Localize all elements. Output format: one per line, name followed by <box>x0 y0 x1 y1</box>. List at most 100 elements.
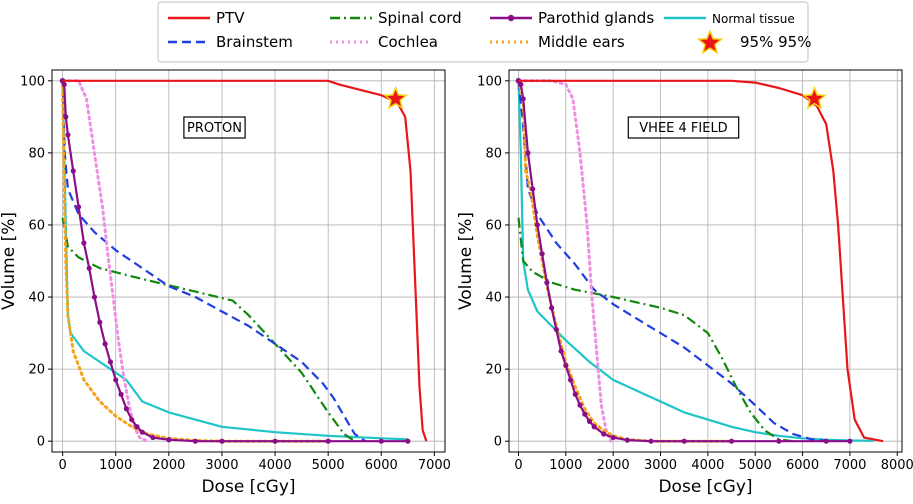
x-tick-label: 4000 <box>259 458 292 473</box>
series-line-ptv <box>62 79 428 442</box>
legend: PTV Spinal cord Parothid glands Normal tiss… <box>157 1 811 63</box>
y-axis-label: Volume [%] <box>456 212 476 310</box>
series-point-parotid <box>325 438 331 444</box>
series-line-spinal <box>61 217 356 443</box>
series-point-parotid <box>549 305 555 311</box>
x-tick-label: 6000 <box>365 458 398 473</box>
series-point-parotid <box>134 424 140 430</box>
legend-label-middle: Middle ears <box>538 33 625 51</box>
series-point-parotid <box>553 326 559 333</box>
grid <box>52 70 445 452</box>
series-point-parotid <box>558 348 564 354</box>
x-tick-label: 2000 <box>597 458 630 473</box>
series-point-parotid <box>107 359 114 365</box>
y-axis-label: Volume [%] <box>0 212 19 310</box>
y-tick-label: 0 <box>37 435 45 450</box>
series-point-parotid <box>65 132 71 138</box>
series-line-cochlea <box>517 79 613 443</box>
y-tick-label: 60 <box>28 218 45 233</box>
series-line-ptv <box>518 79 884 443</box>
y-tick-label: 100 <box>20 74 45 89</box>
y-tick-label: 100 <box>477 74 502 89</box>
x-tick-label: 0 <box>514 458 522 473</box>
x-tick-label: 6000 <box>786 458 819 473</box>
legend-item-star: 95% 95% <box>696 28 811 55</box>
x-tick-label: 3000 <box>644 458 677 473</box>
tick-labels: 0 1000 2000 3000 4000 5000 6000 7000 8000 0 20 40 60… <box>477 74 913 473</box>
series-point-parotid <box>61 81 67 88</box>
series-point-parotid <box>648 438 654 444</box>
star-marker-icon <box>801 85 827 110</box>
series-point-parotid <box>518 81 524 88</box>
legend-item-ptv: PTV <box>168 9 245 27</box>
tick-labels: 0 1000 2000 3000 4000 5000 6000 7000 0 20 40 60 80 10… <box>20 74 451 473</box>
legend-label-star: 95% 95% <box>740 33 811 51</box>
series-point-parotid <box>118 391 124 397</box>
x-tick-label: 1000 <box>549 458 582 473</box>
annotation-text: PROTON <box>187 121 242 136</box>
series-point-parotid <box>601 431 607 437</box>
y-tick-label: 60 <box>485 218 502 233</box>
x-axis-label: Dose [cGy] <box>201 477 295 497</box>
annotation-text: VHEE 4 FIELD <box>639 121 727 136</box>
legend-frame <box>157 1 809 63</box>
legend-item-brainstem: Brainstem <box>168 33 293 51</box>
series-point-parotid <box>139 429 145 435</box>
series-point-parotid <box>378 438 384 444</box>
series-line-brainstem <box>61 80 366 443</box>
legend-label-normal: Normal tissue <box>712 12 795 26</box>
panel-vhee: 0 1000 2000 3000 4000 5000 6000 7000 8000 0 20 40 60… <box>456 69 913 497</box>
legend-label-cochlea: Cochlea <box>378 33 438 51</box>
series-point-parotid <box>728 438 735 444</box>
series-point-parotid <box>97 319 103 325</box>
x-tick-label: 8000 <box>881 458 913 473</box>
y-tick-label: 80 <box>28 146 45 161</box>
series-point-parotid <box>91 294 98 300</box>
series-point-parotid <box>129 416 135 423</box>
series-point-parotid <box>591 424 597 430</box>
series-point-parotid <box>610 434 616 441</box>
series-point-parotid <box>525 150 531 156</box>
series-point-parotid <box>586 418 593 424</box>
star-marker-icon <box>383 85 409 110</box>
legend-item-normal: Normal tissue <box>664 12 795 26</box>
legend-label-ptv: PTV <box>216 9 245 27</box>
series-point-parotid <box>113 377 119 383</box>
legend-label-brainstem: Brainstem <box>216 33 293 51</box>
x-tick-label: 5000 <box>739 458 772 473</box>
annotation-box: PROTON <box>183 116 246 139</box>
series-group <box>515 77 884 444</box>
series-point-parotid <box>405 438 411 444</box>
legend-label-spinal: Spinal cord <box>378 9 462 27</box>
legend-item-cochlea: Cochlea <box>330 33 438 51</box>
y-tick-label: 40 <box>28 291 45 306</box>
y-tick-label: 20 <box>28 363 45 378</box>
series-line-cochlea <box>61 79 150 443</box>
y-tick-label: 20 <box>485 363 502 378</box>
y-tick-label: 80 <box>485 146 502 161</box>
series-point-parotid <box>75 204 82 210</box>
series-line-normal <box>517 80 874 442</box>
y-tick-label: 40 <box>485 291 502 306</box>
series-point-parotid <box>102 341 108 347</box>
series-point-parotid <box>81 240 87 246</box>
annotation-frame <box>183 116 246 139</box>
series-point-parotid <box>530 186 536 192</box>
series-point-parotid <box>539 251 545 257</box>
series-point-parotid <box>219 438 225 444</box>
y-tick-label: 0 <box>494 435 502 450</box>
legend-item-spinal: Spinal cord <box>330 9 462 27</box>
annotation-frame <box>627 116 740 139</box>
x-tick-label: 3000 <box>205 458 238 473</box>
series-point-parotid <box>123 406 129 412</box>
series-point-parotid <box>563 362 569 369</box>
series-point-parotid <box>272 438 278 444</box>
series-point-parotid <box>166 437 172 443</box>
series-line-middle <box>517 79 733 443</box>
x-tick-label: 7000 <box>418 458 451 473</box>
annotation-box: VHEE 4 FIELD <box>627 116 740 139</box>
series-point-parotid <box>847 438 853 444</box>
series-point-parotid <box>192 438 198 444</box>
